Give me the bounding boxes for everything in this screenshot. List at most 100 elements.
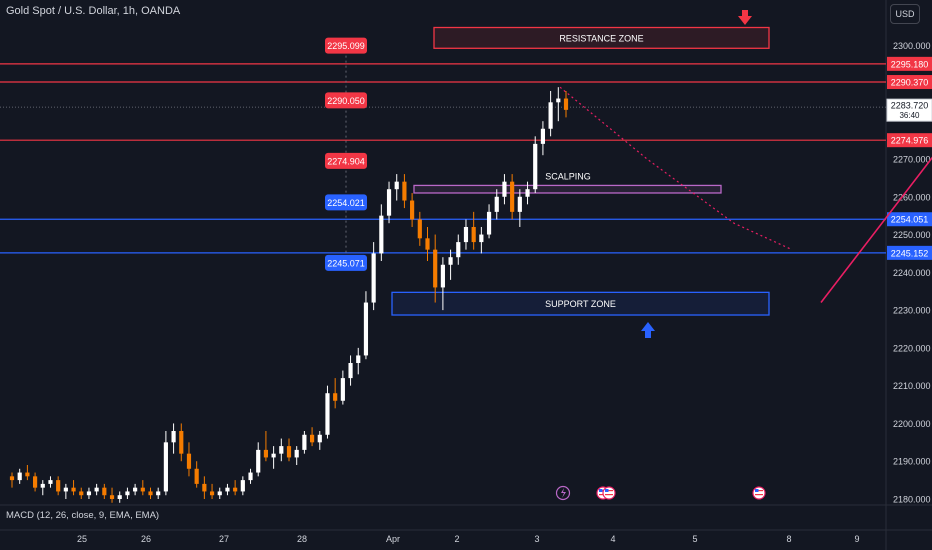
time-tick-3: 28 [297,534,307,544]
price-tick-3: 2210.000 [893,381,931,391]
candle-20 [163,442,168,492]
price-tick-10: 2300.000 [893,41,931,51]
level-price-label-bg-0 [887,56,932,71]
macd-indicator-label[interactable]: MACD (12, 26, close, 9, EMA, EMA) [6,510,160,521]
candle-15 [125,491,130,496]
current-price-label: 2283.720 [891,101,929,111]
price-tick-6: 2240.000 [893,268,931,278]
candle-69 [540,128,546,144]
candle-27 [217,491,222,496]
level-price-label-bg-4 [887,245,932,260]
zone-label-scalping: SCALPING [545,171,591,181]
candle-41 [325,393,330,435]
candle-49 [386,189,392,216]
candle-37 [294,449,299,458]
candle-3 [32,476,38,488]
level-marker-bg-2 [325,152,367,169]
time-tick-10: 9 [854,534,859,544]
current-price-box [886,98,932,122]
candle-65 [510,181,515,212]
candle-71 [556,98,561,103]
lightning-bolt [561,488,566,498]
candle-12 [102,487,107,496]
candle-19 [156,491,161,496]
candle-60 [471,226,476,243]
candle-55 [433,249,438,288]
candle-56 [440,264,445,288]
price-tick-7: 2250.000 [893,230,931,240]
candle-39 [309,434,315,443]
candle-62 [486,211,492,235]
candle-64 [502,181,507,197]
level-marker-2: 2274.904 [327,156,365,166]
candle-52 [410,200,415,220]
level-marker-bg-1 [325,92,367,109]
projection-path-solid [820,156,932,304]
candle-25 [202,483,207,492]
candle-57 [448,257,453,265]
candle-66 [517,196,522,212]
candle-44 [348,362,353,379]
candle-23 [186,453,192,469]
level-price-label-1: 2290.370 [891,78,929,88]
level-marker-bg-4 [325,254,367,271]
candle-61 [479,234,484,243]
candle-35 [279,446,284,454]
candle-72 [563,98,569,110]
candle-26 [209,491,215,496]
candle-68 [533,143,538,190]
candle-1 [17,472,22,481]
time-tick-5: 2 [454,534,459,544]
time-tick-2: 27 [219,534,229,544]
flag-canton [599,489,603,492]
candle-4 [40,483,45,488]
candle-63 [494,196,499,212]
candle-40 [317,434,322,443]
candle-54 [425,238,430,250]
level-price-label-bg-3 [887,212,932,227]
zone-scalping [413,184,722,194]
candle-17 [140,487,145,492]
candle-47 [371,253,376,303]
candle-59 [463,226,469,243]
candle-13 [109,495,115,499]
candle-33 [263,449,269,458]
time-tick-9: 8 [786,534,791,544]
zone-label-support: SUPPORT ZONE [545,299,616,309]
candle-9 [79,491,84,496]
level-price-label-2: 2274.976 [891,136,929,146]
flag-ring [602,486,616,500]
candle-67 [525,189,530,197]
bar-countdown-label: 36:40 [899,111,920,120]
flag-stripe [605,494,613,496]
candle-29 [233,487,238,492]
level-price-label-3: 2254.051 [891,215,929,225]
flag-ring [752,486,766,500]
price-tick-1: 2190.000 [893,457,931,467]
level-marker-bg-0 [325,37,367,54]
candle-34 [271,453,276,458]
level-marker-1: 2290.050 [327,96,365,106]
currency-selector[interactable]: USD [890,4,920,24]
event-flag-icon-2 [752,486,766,500]
flag-stripe [755,490,763,492]
level-marker-3: 2254.021 [327,198,365,208]
candle-10 [86,491,92,496]
candle-42 [333,393,338,401]
flag-stripe [755,494,763,496]
candle-28 [225,487,230,492]
candle-70 [548,102,553,129]
projection-path-dotted [559,86,793,251]
candle-46 [363,302,369,356]
level-marker-0: 2295.099 [327,41,365,51]
candle-43 [340,378,345,401]
candle-31 [248,472,253,481]
flag-stripe [605,490,613,492]
level-price-label-bg-1 [887,75,932,90]
candle-45 [356,355,361,363]
arrow-up-icon [641,322,655,338]
candle-38 [302,434,307,450]
candle-58 [456,242,461,258]
price-tick-5: 2230.000 [893,306,931,316]
